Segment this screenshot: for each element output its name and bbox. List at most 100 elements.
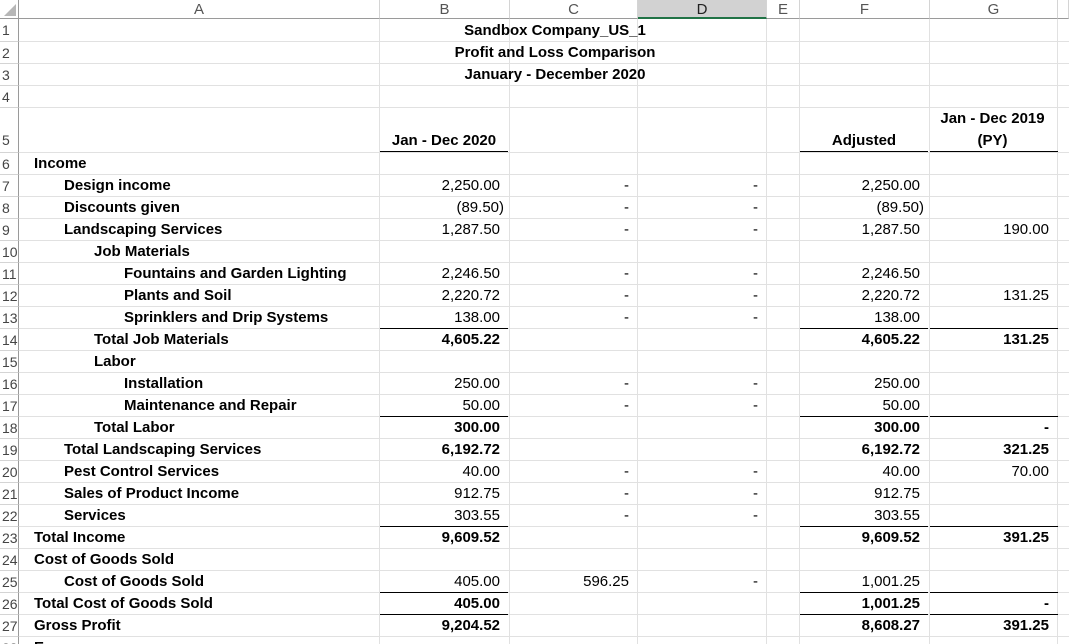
column-header-g[interactable]: G: [930, 0, 1058, 19]
value-cell-b[interactable]: (89.50): [456, 199, 504, 216]
value-cell-f[interactable]: 2,220.72: [861, 287, 920, 304]
value-cell-g[interactable]: 321.25: [1003, 441, 1049, 458]
line-label[interactable]: Sprinklers and Drip Systems: [124, 309, 329, 326]
row-header-9[interactable]: 9: [0, 219, 19, 241]
row-header-3[interactable]: 3: [0, 64, 19, 86]
line-label[interactable]: Plants and Soil: [124, 287, 232, 304]
row-header-11[interactable]: 11: [0, 263, 19, 285]
line-label[interactable]: Cost of Goods Sold: [64, 573, 204, 590]
row-header-13[interactable]: 13: [0, 307, 19, 329]
row-header-17[interactable]: 17: [0, 395, 19, 417]
value-cell-f[interactable]: 2,250.00: [861, 177, 920, 194]
value-cell-d[interactable]: -: [753, 221, 758, 238]
value-cell-d[interactable]: -: [753, 375, 758, 392]
value-cell-f[interactable]: 303.55: [874, 507, 920, 524]
row-header-5[interactable]: 5: [0, 108, 19, 153]
value-cell-f[interactable]: 1,001.25: [861, 573, 920, 590]
value-cell-c[interactable]: -: [624, 221, 629, 238]
report-name-title[interactable]: Profit and Loss Comparison: [454, 44, 656, 61]
line-label[interactable]: Sales of Product Income: [64, 485, 240, 502]
value-cell-c[interactable]: -: [624, 375, 629, 392]
value-cell-b[interactable]: 1,287.50: [441, 221, 500, 238]
value-cell-g[interactable]: 391.25: [1003, 617, 1049, 634]
row-header-26[interactable]: 26: [0, 593, 19, 615]
column-header-b[interactable]: B: [380, 0, 510, 19]
line-label[interactable]: Landscaping Services: [64, 221, 223, 238]
line-label[interactable]: Cost of Goods Sold: [34, 551, 174, 568]
value-cell-b[interactable]: 40.00: [462, 463, 500, 480]
value-cell-f[interactable]: 1,287.50: [861, 221, 920, 238]
header-py[interactable]: (PY): [977, 132, 1008, 149]
row-header-2[interactable]: 2: [0, 42, 19, 64]
value-cell-f[interactable]: 138.00: [874, 309, 920, 326]
value-cell-b[interactable]: 2,246.50: [441, 265, 500, 282]
value-cell-f[interactable]: (89.50): [876, 199, 924, 216]
value-cell-c[interactable]: -: [624, 309, 629, 326]
value-cell-g[interactable]: -: [1044, 595, 1049, 612]
value-cell-c[interactable]: -: [624, 265, 629, 282]
row-header-18[interactable]: 18: [0, 417, 19, 439]
value-cell-c[interactable]: -: [624, 199, 629, 216]
value-cell-b[interactable]: 9,204.52: [441, 617, 500, 634]
column-header-a[interactable]: A: [19, 0, 380, 19]
row-header-8[interactable]: 8: [0, 197, 19, 219]
value-cell-b[interactable]: 303.55: [454, 507, 500, 524]
header-jan-dec-2019[interactable]: Jan - Dec 2019: [940, 110, 1045, 127]
value-cell-f[interactable]: 2,246.50: [861, 265, 920, 282]
row-header-1[interactable]: 1: [0, 19, 19, 42]
row-header-27[interactable]: 27: [0, 615, 19, 637]
value-cell-b[interactable]: 2,220.72: [441, 287, 500, 304]
value-cell-b[interactable]: 912.75: [454, 485, 500, 502]
value-cell-f[interactable]: 40.00: [882, 463, 920, 480]
value-cell-b[interactable]: 6,192.72: [441, 441, 500, 458]
line-label[interactable]: Job Materials: [94, 243, 190, 260]
line-label[interactable]: Discounts given: [64, 199, 180, 216]
line-label[interactable]: Pest Control Services: [64, 463, 220, 480]
row-header-19[interactable]: 19: [0, 439, 19, 461]
value-cell-f[interactable]: 250.00: [874, 375, 920, 392]
line-label[interactable]: Total Income: [34, 529, 126, 546]
row-header-28[interactable]: 28: [0, 637, 19, 644]
line-label[interactable]: Total Labor: [94, 419, 175, 436]
line-label[interactable]: Services: [64, 507, 126, 524]
report-company-title[interactable]: Sandbox Company_US_1: [464, 22, 646, 39]
value-cell-c[interactable]: -: [624, 485, 629, 502]
row-header-25[interactable]: 25: [0, 571, 19, 593]
row-header-20[interactable]: 20: [0, 461, 19, 483]
value-cell-f[interactable]: 6,192.72: [861, 441, 920, 458]
value-cell-g[interactable]: 131.25: [1003, 287, 1049, 304]
column-header-d[interactable]: D: [638, 0, 767, 19]
value-cell-b[interactable]: 300.00: [454, 419, 500, 436]
value-cell-f[interactable]: 1,001.25: [861, 595, 920, 612]
value-cell-b[interactable]: 9,609.52: [441, 529, 500, 546]
value-cell-d[interactable]: -: [753, 287, 758, 304]
line-label[interactable]: Maintenance and Repair: [124, 397, 297, 414]
value-cell-d[interactable]: -: [753, 199, 758, 216]
row-header-12[interactable]: 12: [0, 285, 19, 307]
value-cell-d[interactable]: -: [753, 573, 758, 590]
value-cell-g[interactable]: 391.25: [1003, 529, 1049, 546]
value-cell-d[interactable]: -: [753, 507, 758, 524]
value-cell-d[interactable]: -: [753, 485, 758, 502]
value-cell-b[interactable]: 50.00: [462, 397, 500, 414]
column-header-f[interactable]: F: [800, 0, 930, 19]
value-cell-d[interactable]: -: [753, 397, 758, 414]
select-all-corner[interactable]: [0, 0, 19, 19]
line-label[interactable]: Fountains and Garden Lighting: [124, 265, 347, 282]
value-cell-g[interactable]: 190.00: [1003, 221, 1049, 238]
row-header-21[interactable]: 21: [0, 483, 19, 505]
row-header-23[interactable]: 23: [0, 527, 19, 549]
value-cell-g[interactable]: 131.25: [1003, 331, 1049, 348]
value-cell-f[interactable]: 8,608.27: [861, 617, 920, 634]
value-cell-b[interactable]: 138.00: [454, 309, 500, 326]
line-label[interactable]: Total Cost of Goods Sold: [34, 595, 213, 612]
value-cell-f[interactable]: 4,605.22: [861, 331, 920, 348]
line-label[interactable]: Labor: [94, 353, 136, 370]
report-period-title[interactable]: January - December 2020: [464, 66, 646, 83]
line-label[interactable]: Total Job Materials: [94, 331, 229, 348]
line-label[interactable]: Installation: [124, 375, 204, 392]
value-cell-c[interactable]: -: [624, 397, 629, 414]
column-header-e[interactable]: E: [767, 0, 800, 19]
value-cell-g[interactable]: -: [1044, 419, 1049, 436]
value-cell-c[interactable]: -: [624, 507, 629, 524]
